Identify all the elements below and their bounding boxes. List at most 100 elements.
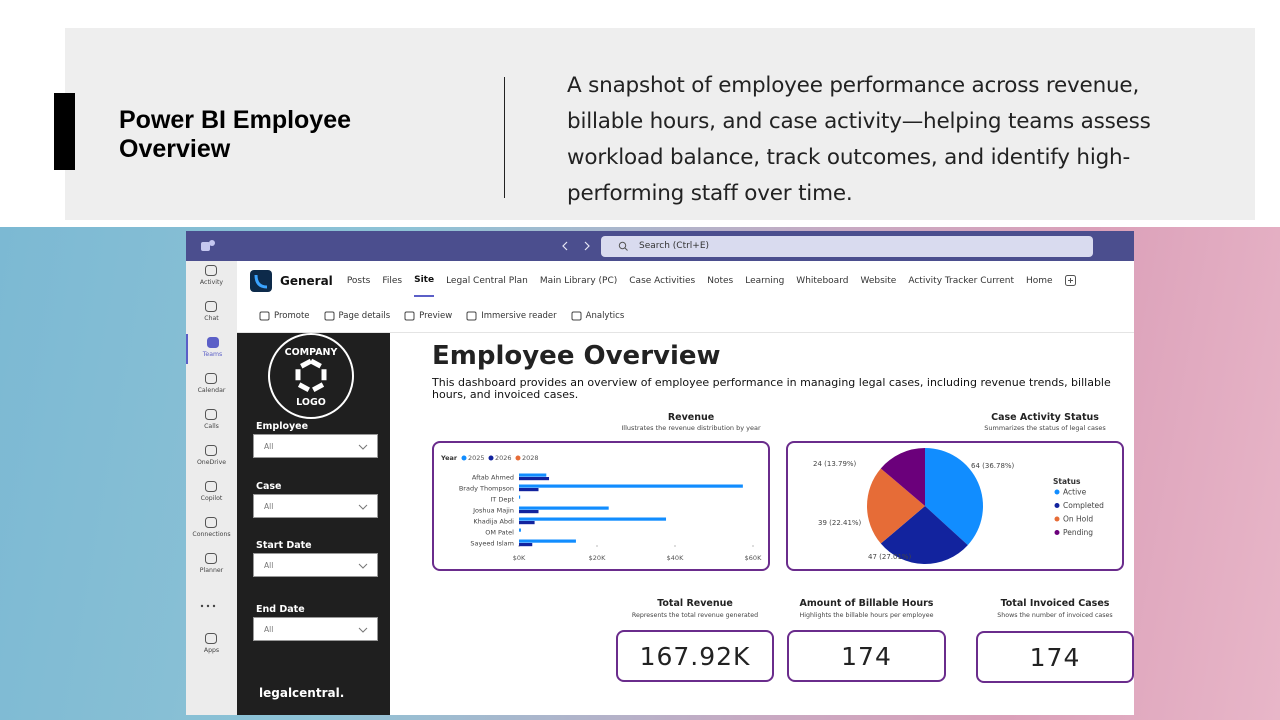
kpi-card: 174 (976, 631, 1134, 683)
more-apps[interactable] (198, 603, 218, 609)
x-tick-label: $20K (589, 554, 606, 562)
tab[interactable]: Activity Tracker Current (908, 275, 1015, 286)
chart-subtitle: Illustrates the revenue distribution by … (621, 424, 761, 432)
tab[interactable]: Website (860, 275, 897, 286)
rail-icon (205, 633, 217, 644)
chart-card: 64 (36.78%) 47 (27.01%) 39 (22.41%) 24 (13.… (786, 441, 1124, 571)
filter-value: All (264, 561, 274, 570)
toolbar-button[interactable]: Page details (324, 311, 390, 321)
legend-label: Completed (1063, 501, 1104, 510)
legend-swatch (1054, 530, 1060, 535)
rail-icon (205, 553, 217, 564)
filter-label: Employee (256, 421, 309, 432)
chevron-path (358, 627, 368, 633)
rail-item[interactable]: Calendar (186, 370, 237, 400)
chevron (358, 627, 368, 633)
tab[interactable]: Whiteboard (796, 275, 849, 286)
tab[interactable]: Home (1026, 275, 1053, 286)
pie-slice (880, 506, 968, 564)
header-panel (65, 28, 1255, 220)
tab[interactable]: Posts (346, 275, 371, 286)
bar (519, 510, 539, 514)
dot (200, 604, 204, 608)
rail-label: Calls (204, 423, 219, 430)
x-tick-label: $40K (667, 554, 684, 562)
filter-dropdown[interactable]: All (253, 494, 378, 518)
tab[interactable]: Site (414, 265, 435, 297)
icon-shape (324, 311, 335, 321)
legend-swatch (515, 455, 521, 461)
y-tick-label: Brady Thompson (459, 485, 514, 493)
rail-item[interactable]: Apps (186, 630, 237, 660)
accent-bar (54, 93, 75, 170)
rail-icon (205, 481, 217, 492)
icon-shape (205, 445, 217, 456)
rail-item[interactable]: OneDrive (186, 442, 237, 472)
slide-title: Power BI Employee Overview (119, 106, 352, 163)
channel-name[interactable]: General (280, 273, 333, 288)
toolbar-button[interactable]: Analytics (571, 311, 624, 321)
tab[interactable]: Main Library (PC) (539, 275, 618, 286)
search-box[interactable]: Search (Ctrl+E) (601, 236, 1093, 257)
tab[interactable]: Files (382, 275, 403, 286)
legend-swatch (1054, 503, 1060, 508)
bar (519, 473, 547, 477)
pie-slice (925, 448, 983, 546)
nav-arrows[interactable] (559, 239, 595, 253)
rail-label: OneDrive (196, 459, 227, 466)
rail-item[interactable]: Connections (186, 514, 237, 544)
toolbar-button[interactable]: Promote (259, 311, 310, 321)
kpi-title: Total Hours (1132, 598, 1134, 609)
chevron (358, 444, 368, 450)
tab[interactable]: Learning (745, 275, 785, 286)
toolbar-button[interactable]: Preview (404, 311, 452, 321)
filter-dropdown[interactable]: All (253, 553, 378, 577)
toolbar-label: Preview (419, 311, 453, 321)
rail-item[interactable]: Activity (186, 262, 237, 292)
slice-label: 47 (27.01%) (868, 553, 912, 561)
brand-name: legalcentral. (259, 686, 345, 700)
rail-label: Apps (203, 647, 220, 654)
rail-item[interactable]: Calls (186, 406, 237, 436)
rail-item[interactable]: Chat (186, 298, 237, 328)
rail-label: Chat (204, 315, 219, 322)
kpi-card: 167.92K (616, 630, 774, 682)
tab[interactable]: Notes (707, 275, 734, 286)
search-placeholder: Search (Ctrl+E) (639, 241, 710, 251)
kpi-subtitle: Shows the number of invoiced cases (997, 612, 1113, 619)
filter-dropdown[interactable]: All (253, 617, 378, 641)
chevron-path (358, 444, 368, 450)
toolbar-label: Immersive reader (481, 311, 557, 321)
icon-shape (571, 311, 582, 321)
chevron-path (358, 504, 368, 510)
tab[interactable]: Case Activities (629, 275, 696, 286)
page-toolbar: Promote Page details Preview Immersive read… (237, 300, 1134, 333)
chart-subtitle: Summarizes the status of legal cases (984, 424, 1106, 432)
bar (519, 477, 550, 481)
company-logo: COMPANY LOGO (268, 333, 354, 419)
rail-item[interactable]: Teams (186, 334, 237, 364)
add-tab[interactable] (1064, 275, 1076, 286)
tab[interactable]: Legal Central Plan (446, 275, 528, 286)
teams-window: Search (Ctrl+E) Activity Chat Teams Calenda… (186, 231, 1134, 715)
report-description: This dashboard provides an overview of e… (432, 376, 1111, 401)
chart-title: Case Activity Status (991, 412, 1099, 423)
icon-shape (205, 553, 217, 564)
slice-label: 24 (13.79%) (813, 460, 857, 468)
rail-item[interactable]: Planner (186, 550, 237, 580)
kpi-title: Total Invoiced Cases (1000, 598, 1110, 609)
chevron (358, 563, 368, 569)
legend-swatch (461, 455, 467, 461)
toolbar-icon (259, 311, 270, 321)
x-tick-label: $60K (745, 554, 762, 562)
rail-icon (207, 337, 219, 348)
rail-icon (205, 517, 217, 528)
rail-item[interactable]: Copilot (186, 478, 237, 508)
chart-title: Revenue (667, 412, 715, 423)
icon-shape (205, 517, 217, 528)
filter-dropdown[interactable]: All (253, 434, 378, 458)
kpi-card: 174 (787, 630, 946, 682)
toolbar-button[interactable]: Immersive reader (466, 311, 557, 321)
y-tick-label: Khadija Abdi (473, 518, 514, 526)
